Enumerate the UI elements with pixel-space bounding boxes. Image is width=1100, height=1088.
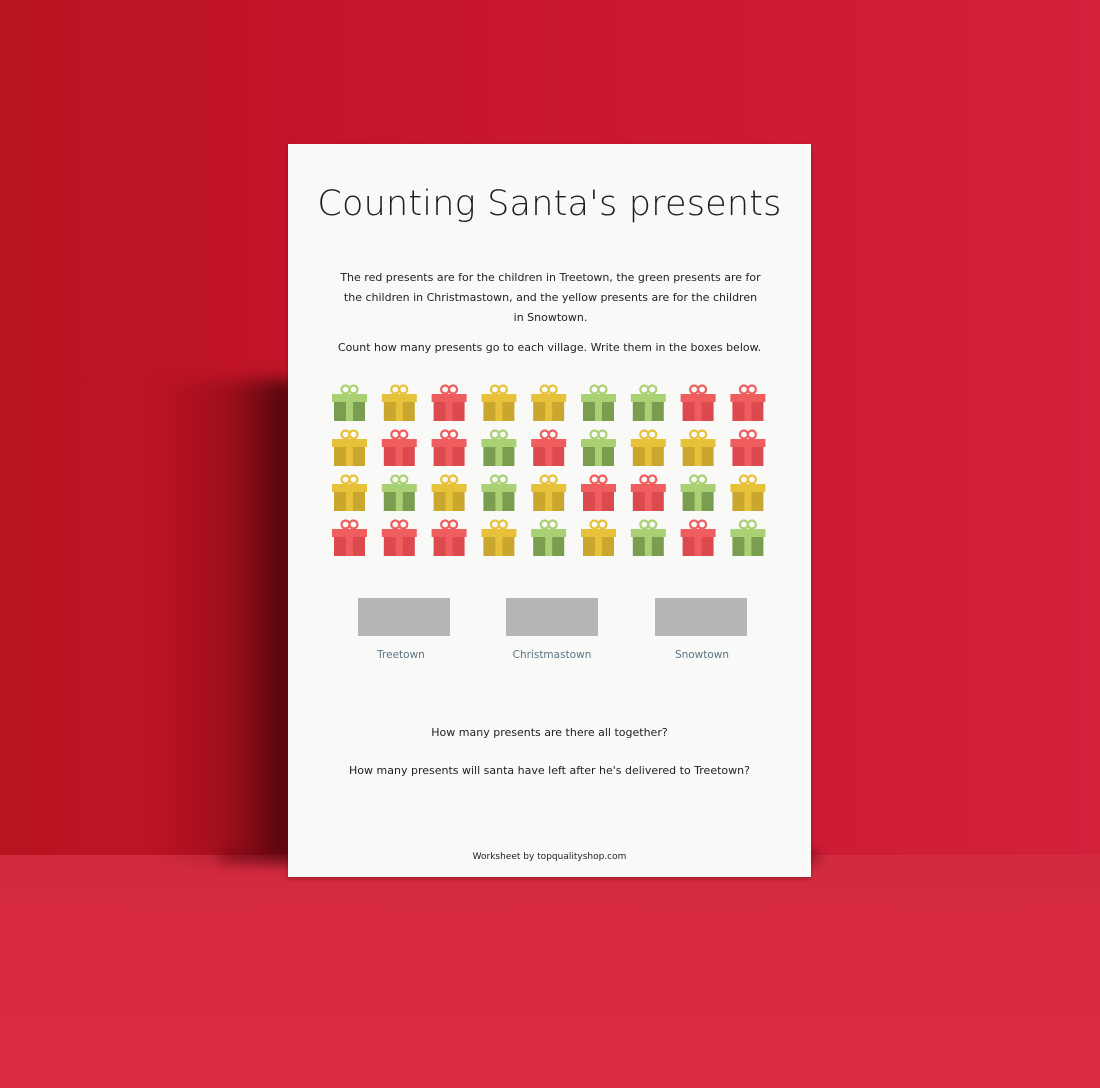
- present-green-icon: [332, 384, 367, 421]
- intro-text: The red presents are for the children in…: [340, 271, 761, 324]
- question-total: How many presents are there all together…: [431, 726, 668, 739]
- present-green-icon: [581, 429, 616, 466]
- present-red-icon: [680, 384, 716, 421]
- snowtown-label: Snowtown: [674, 649, 730, 661]
- present-red-icon: [431, 384, 467, 421]
- red-floor-background: [0, 855, 1100, 1088]
- present-yellow-icon: [680, 429, 716, 466]
- present-green-icon: [630, 519, 666, 556]
- present-green-icon: [481, 474, 517, 511]
- present-yellow-icon: [581, 519, 616, 556]
- christmastown-label: Christmastown: [512, 649, 592, 661]
- christmastown-answer-box[interactable]: [506, 598, 598, 636]
- present-red-icon: [581, 474, 616, 511]
- present-green-icon: [531, 519, 567, 556]
- presents-grid: [332, 384, 772, 568]
- present-yellow-icon: [730, 474, 766, 511]
- footer-credit: Worksheet by topqualityshop.com: [472, 852, 627, 862]
- present-red-icon: [630, 474, 666, 511]
- present-yellow-icon: [481, 519, 517, 556]
- instruction-text: Count how many presents go to each villa…: [337, 341, 762, 354]
- present-yellow-icon: [381, 384, 417, 421]
- present-yellow-icon: [531, 474, 567, 511]
- worksheet-title: Counting Santa's presents: [317, 184, 782, 224]
- snowtown-answer-box[interactable]: [655, 598, 747, 636]
- present-green-icon: [581, 384, 616, 421]
- treetown-answer-box[interactable]: [358, 598, 450, 636]
- present-yellow-icon: [332, 429, 367, 466]
- worksheet-paper: Counting Santa's presents The red presen…: [288, 144, 811, 877]
- present-yellow-icon: [531, 384, 567, 421]
- presents-svg: [332, 384, 766, 556]
- present-red-icon: [730, 429, 766, 466]
- present-red-icon: [431, 519, 467, 556]
- present-red-icon: [531, 429, 567, 466]
- present-red-icon: [680, 519, 716, 556]
- present-red-icon: [730, 384, 766, 421]
- paper-shadow: [150, 380, 295, 860]
- present-green-icon: [730, 519, 766, 556]
- present-red-icon: [381, 429, 417, 466]
- present-green-icon: [680, 474, 716, 511]
- present-green-icon: [481, 429, 517, 466]
- present-yellow-icon: [332, 474, 367, 511]
- present-yellow-icon: [431, 474, 467, 511]
- present-yellow-icon: [481, 384, 517, 421]
- question-left: How many presents will santa have left a…: [349, 764, 750, 777]
- present-red-icon: [332, 519, 367, 556]
- present-red-icon: [381, 519, 417, 556]
- treetown-label: Treetown: [377, 649, 425, 661]
- present-red-icon: [431, 429, 467, 466]
- present-green-icon: [381, 474, 417, 511]
- present-yellow-icon: [630, 429, 666, 466]
- present-green-icon: [630, 384, 666, 421]
